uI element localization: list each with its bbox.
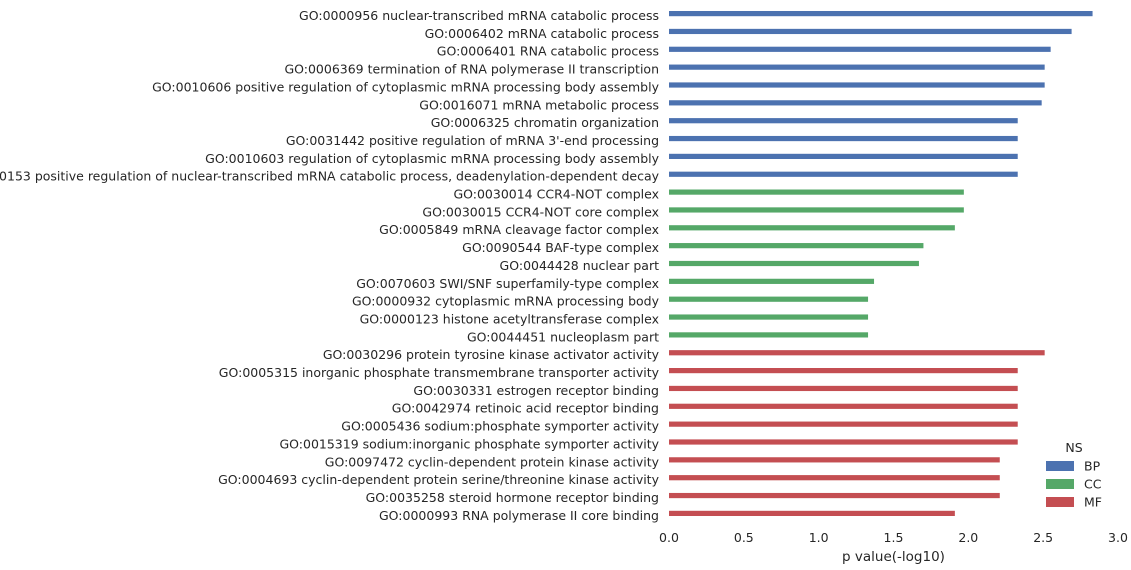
bars-group <box>669 11 1093 516</box>
x-tick-labels-group: 0.0 0.5 1.0 1.5 2.0 2.5 3.0 <box>659 530 1128 545</box>
x-tick-label: 0.0 <box>659 530 679 545</box>
legend-label-bp: BP <box>1084 459 1101 474</box>
category-label: GO:0000932 cytoplasmic mRNA processing b… <box>352 294 660 309</box>
category-label: GO:0006402 mRNA catabolic process <box>425 26 659 41</box>
legend-label-mf: MF <box>1084 495 1102 510</box>
category-label: GO:0035258 steroid hormone receptor bind… <box>366 490 659 505</box>
legend-title: NS <box>1065 440 1082 455</box>
bar-bp <box>669 100 1042 106</box>
legend-swatch-mf <box>1046 497 1074 507</box>
bar-cc <box>669 225 955 231</box>
category-label: GO:0030014 CCR4-NOT complex <box>453 187 659 202</box>
bar-mf <box>669 457 1000 463</box>
category-label: GO:0070603 SWI/SNF superfamily-type comp… <box>356 276 659 291</box>
category-label: GO:0005849 mRNA cleavage factor complex <box>379 222 659 237</box>
bar-mf <box>669 385 1018 392</box>
category-label: GO:0030015 CCR4-NOT core complex <box>422 204 659 219</box>
x-tick-label: 0.5 <box>734 530 754 545</box>
bar-bp <box>669 171 1018 177</box>
legend-items: BP CC MF <box>1046 459 1102 510</box>
bar-cc <box>669 278 875 284</box>
x-tick-label: 2.0 <box>958 530 978 545</box>
bar-cc <box>669 189 964 195</box>
legend: NS BP CC MF <box>1046 440 1102 510</box>
category-label: GO:0016071 mRNA metabolic process <box>419 97 659 112</box>
category-label: GO:0097472 cyclin-dependent protein kina… <box>325 454 660 469</box>
category-label: GO:0000123 histone acetyltransferase com… <box>360 311 659 326</box>
category-label: GO:0000956 nuclear-transcribed mRNA cata… <box>299 8 659 23</box>
category-label: GO:0006369 termination of RNA polymerase… <box>284 62 659 77</box>
category-label: GO:0004693 cyclin-dependent protein seri… <box>218 472 659 487</box>
legend-swatch-bp <box>1046 461 1074 471</box>
category-label: GO:0015319 sodium:inorganic phosphate sy… <box>279 436 659 451</box>
category-labels-group: GO:0000956 nuclear-transcribed mRNA cata… <box>0 8 660 523</box>
bar-mf <box>669 403 1018 409</box>
bar-mf <box>669 510 955 516</box>
category-label: GO:0044451 nucleoplasm part <box>467 329 659 344</box>
legend-swatch-cc <box>1046 479 1074 489</box>
category-label: GO:1900153 positive regulation of nuclea… <box>0 169 660 184</box>
legend-label-cc: CC <box>1084 477 1102 492</box>
bar-bp <box>669 82 1045 88</box>
category-label: GO:0030331 estrogen receptor binding <box>413 383 659 398</box>
x-tick-label: 3.0 <box>1108 530 1128 545</box>
bar-cc <box>669 260 919 267</box>
bar-mf <box>669 421 1018 427</box>
bar-bp <box>669 135 1018 142</box>
category-label: GO:0031442 positive regulation of mRNA 3… <box>286 133 659 148</box>
bar-mf <box>669 439 1018 445</box>
category-label: GO:0042974 retinoic acid receptor bindin… <box>392 401 659 416</box>
bar-mf <box>669 368 1018 374</box>
bar-mf <box>669 475 1000 481</box>
category-label: GO:0044428 nuclear part <box>500 258 660 273</box>
bar-mf <box>669 492 1000 499</box>
bar-bp <box>669 11 1093 17</box>
bar-cc <box>669 314 869 320</box>
category-label: GO:0010603 regulation of cytoplasmic mRN… <box>205 151 659 166</box>
bar-bp <box>669 28 1072 35</box>
x-tick-label: 1.5 <box>884 530 904 545</box>
category-label: GO:0006401 RNA catabolic process <box>437 44 659 59</box>
category-label: GO:0090544 BAF-type complex <box>462 240 659 255</box>
x-tick-label: 1.0 <box>809 530 829 545</box>
bar-cc <box>669 332 869 338</box>
category-label: GO:0005436 sodium:phosphate symporter ac… <box>341 419 659 434</box>
x-tick-label: 2.5 <box>1033 530 1053 545</box>
category-label: GO:0005315 inorganic phosphate transmemb… <box>219 365 660 380</box>
bar-bp <box>669 46 1051 52</box>
category-label: GO:0000993 RNA polymerase II core bindin… <box>379 508 659 523</box>
category-label: GO:0030296 protein tyrosine kinase activ… <box>323 347 660 362</box>
bar-cc <box>669 207 964 213</box>
bar-bp <box>669 153 1018 159</box>
bar-bp <box>669 64 1045 70</box>
bar-mf <box>669 350 1045 356</box>
bar-bp <box>669 118 1018 124</box>
category-label: GO:0006325 chromatin organization <box>431 115 659 130</box>
x-axis-title: p value(-log10) <box>842 549 945 565</box>
bar-cc <box>669 296 869 302</box>
bar-cc <box>669 243 924 249</box>
category-label: GO:0010606 positive regulation of cytopl… <box>152 79 659 94</box>
